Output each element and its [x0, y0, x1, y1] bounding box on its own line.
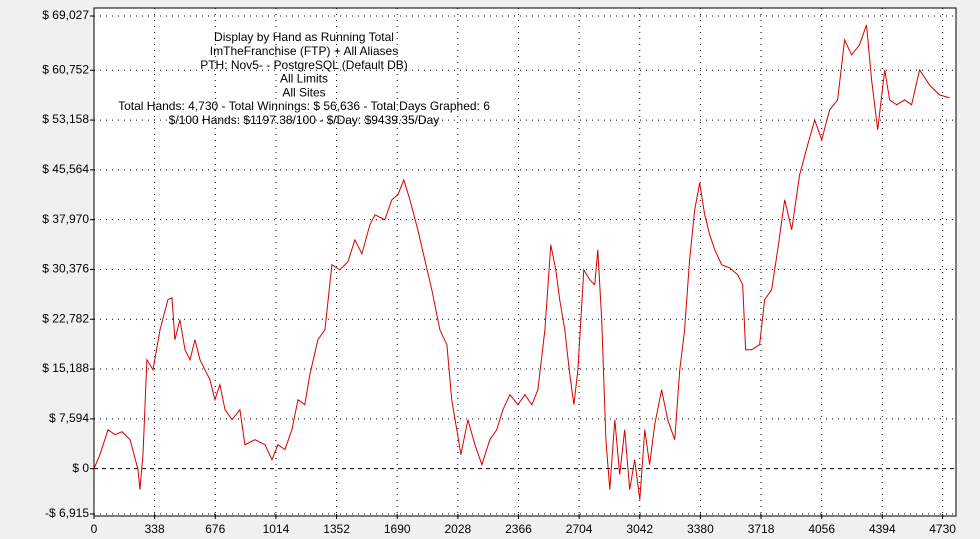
x-tick-label: 0	[91, 522, 98, 536]
annotation: Total Hands: 4,730 - Total Winnings: $ 5…	[118, 99, 490, 113]
x-tick-label: 1014	[263, 522, 290, 536]
x-tick-label: 2704	[566, 522, 593, 536]
x-tick-label: 1352	[323, 522, 350, 536]
y-tick-label: $ 0	[72, 461, 89, 475]
x-tick-label: 1690	[384, 522, 411, 536]
x-tick-label: 4056	[808, 522, 835, 536]
y-tick-label: -$ 6,915	[45, 506, 89, 520]
x-tick-label: 3042	[626, 522, 653, 536]
y-tick-label: $ 30,376	[42, 262, 89, 276]
x-tick-label: 3718	[748, 522, 775, 536]
y-tick-label: $ 60,752	[42, 62, 89, 76]
data-line	[93, 24, 950, 500]
annotation: All Sites	[282, 85, 325, 99]
annotation: All Limits	[280, 72, 328, 86]
plot-area	[93, 7, 957, 517]
y-tick-label: $ 22,782	[42, 311, 89, 325]
x-tick-label: 3380	[687, 522, 714, 536]
y-tick-label: $ 45,564	[42, 162, 89, 176]
x-tick-label: 676	[205, 522, 225, 536]
annotation: Display by Hand as Running Total	[214, 30, 394, 44]
x-tick-label: 4394	[869, 522, 896, 536]
y-tick-label: $ 7,594	[49, 411, 89, 425]
y-tick-label: $ 53,158	[42, 112, 89, 126]
x-tick-label: 338	[145, 522, 165, 536]
x-tick-label: 4730	[929, 522, 956, 536]
annotation: $/100 Hands: $1197.38/100 - $/Day: $9439…	[169, 113, 440, 127]
y-tick-label: $ 37,970	[42, 212, 89, 226]
y-tick-label: $ 69,027	[42, 8, 89, 22]
y-tick-label: $ 15,188	[42, 361, 89, 375]
x-tick-label: 2028	[444, 522, 471, 536]
annotation: PTH: Nov5- - PostgreSQL (Default DB)	[200, 58, 408, 72]
x-tick-label: 2366	[505, 522, 532, 536]
annotation: ImTheFranchise (FTP) + All Aliases	[210, 44, 398, 58]
